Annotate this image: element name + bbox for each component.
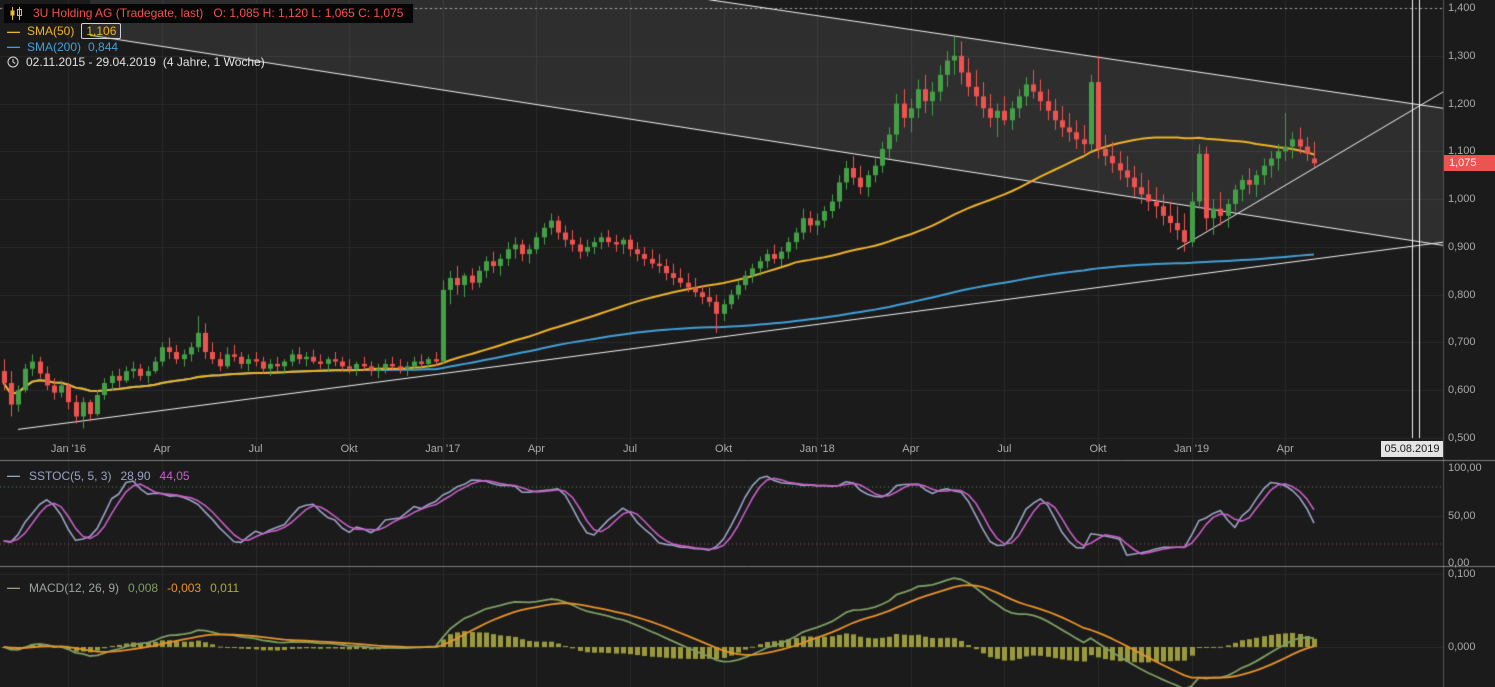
x-axis-label: Apr xyxy=(1276,443,1294,455)
legend-sma50[interactable]: — SMA(50) 1,106 xyxy=(7,23,122,39)
x-axis-label: Jan '18 xyxy=(799,443,835,455)
future-date-tag: 05.08.2019 xyxy=(1381,441,1443,457)
last-price-tag: 1,075 xyxy=(1444,155,1495,172)
x-axis-label: Okt xyxy=(340,443,358,455)
instrument-title: 3U Holding AG (Tradegate, last) xyxy=(33,6,204,20)
x-axis-label: Apr xyxy=(527,443,545,455)
macd-value: 0,008 xyxy=(128,580,159,595)
macd-signal-value: -0,003 xyxy=(167,580,202,595)
date-range-text: 02.11.2015 - 29.04.2019 xyxy=(26,55,156,69)
macd-legend[interactable]: — MACD(12, 26, 9) 0,008 -0,003 0,011 xyxy=(7,580,239,595)
x-axis-label: Jan '16 xyxy=(50,443,86,455)
date-range-detail: (4 Jahre, 1 Woche) xyxy=(162,55,265,69)
x-axis-label: Jul xyxy=(622,443,638,455)
instrument-header[interactable]: 3U Holding AG (Tradegate, last) O: 1,085… xyxy=(4,4,414,23)
sstoc-axis-label: 0,00 xyxy=(1448,557,1470,569)
y-axis-label: 0,600 xyxy=(1448,384,1476,397)
y-axis-label: 1,000 xyxy=(1448,193,1476,206)
x-axis-label: Jul xyxy=(248,443,263,455)
y-axis-label: 1,400 xyxy=(1448,2,1476,14)
x-axis-label: Jul xyxy=(997,443,1012,455)
sstoc-axis-label: 50,00 xyxy=(1448,509,1476,522)
y-axis-label: 0,800 xyxy=(1448,288,1476,301)
macd-axis-label: 0,100 xyxy=(1448,568,1476,580)
x-axis-label: Okt xyxy=(1089,443,1107,455)
macd-line-icon: — xyxy=(7,580,20,595)
x-axis-label: Okt xyxy=(715,443,733,455)
clock-icon xyxy=(7,56,19,68)
sma200-label: SMA(200) xyxy=(27,39,82,54)
sstoc-k-value: 28,90 xyxy=(120,468,151,483)
x-axis-label: Jan '19 xyxy=(1174,443,1210,455)
legend-sma200[interactable]: — SMA(200) 0,844 xyxy=(7,39,118,54)
x-axis-label: Jan '17 xyxy=(425,443,461,455)
y-axis-label: 0,500 xyxy=(1448,432,1476,444)
date-range-row: 02.11.2015 - 29.04.2019 (4 Jahre, 1 Woch… xyxy=(7,55,265,69)
sstoc-axis-label: 100,00 xyxy=(1448,462,1482,474)
sstoc-d-value: 44,05 xyxy=(159,468,190,483)
y-axis-label: 1,100 xyxy=(1448,145,1476,158)
sstoc-line-icon: — xyxy=(7,468,20,483)
y-axis-label: 0,900 xyxy=(1448,240,1476,253)
macd-label: MACD(12, 26, 9) xyxy=(29,580,120,595)
sma200-line-icon: — xyxy=(7,39,20,54)
y-axis-label: 1,300 xyxy=(1448,49,1476,62)
y-axis-label: 1,200 xyxy=(1448,97,1476,110)
sma50-value: 1,106 xyxy=(81,23,122,39)
sstoc-label: SSTOC(5, 5, 3) xyxy=(29,468,112,483)
candlestick-icon xyxy=(9,6,23,20)
macd-axis-label: 0,000 xyxy=(1448,641,1476,653)
x-axis-label: Apr xyxy=(902,443,920,455)
y-axis-label: 0,700 xyxy=(1448,336,1476,349)
macd-hist-value: 0,011 xyxy=(210,580,240,595)
x-axis-label: Apr xyxy=(153,443,171,455)
sma200-value: 0,844 xyxy=(88,39,119,54)
sma50-line-icon: — xyxy=(7,23,20,39)
ohlc-values: O: 1,085 H: 1,120 L: 1,065 C: 1,075 xyxy=(213,6,404,20)
sma50-label: SMA(50) xyxy=(27,24,75,38)
sstoc-legend[interactable]: — SSTOC(5, 5, 3) 28,90 44,05 xyxy=(7,468,190,483)
